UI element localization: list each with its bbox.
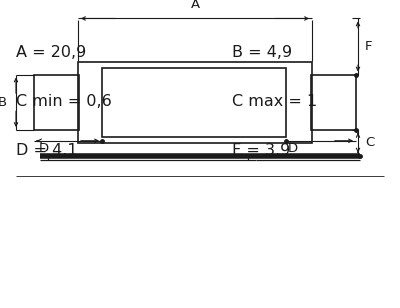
Bar [78, 62, 312, 143]
Text: B: B [0, 96, 7, 109]
Text: B = 4,9: B = 4,9 [232, 45, 292, 60]
Bar [311, 75, 356, 130]
Bar [34, 75, 79, 130]
Text: D = 4,1: D = 4,1 [16, 144, 78, 158]
Bar [102, 68, 286, 137]
Text: C min = 0,6: C min = 0,6 [16, 94, 112, 109]
Text: A: A [190, 0, 200, 11]
Text: F = 3,9: F = 3,9 [232, 144, 290, 158]
Text: C max = 1: C max = 1 [232, 94, 317, 109]
Text: D: D [288, 142, 298, 155]
Text: D: D [39, 142, 49, 155]
Text: A = 20,9: A = 20,9 [16, 45, 86, 60]
Text: C: C [365, 136, 374, 149]
Text: F: F [365, 40, 373, 53]
